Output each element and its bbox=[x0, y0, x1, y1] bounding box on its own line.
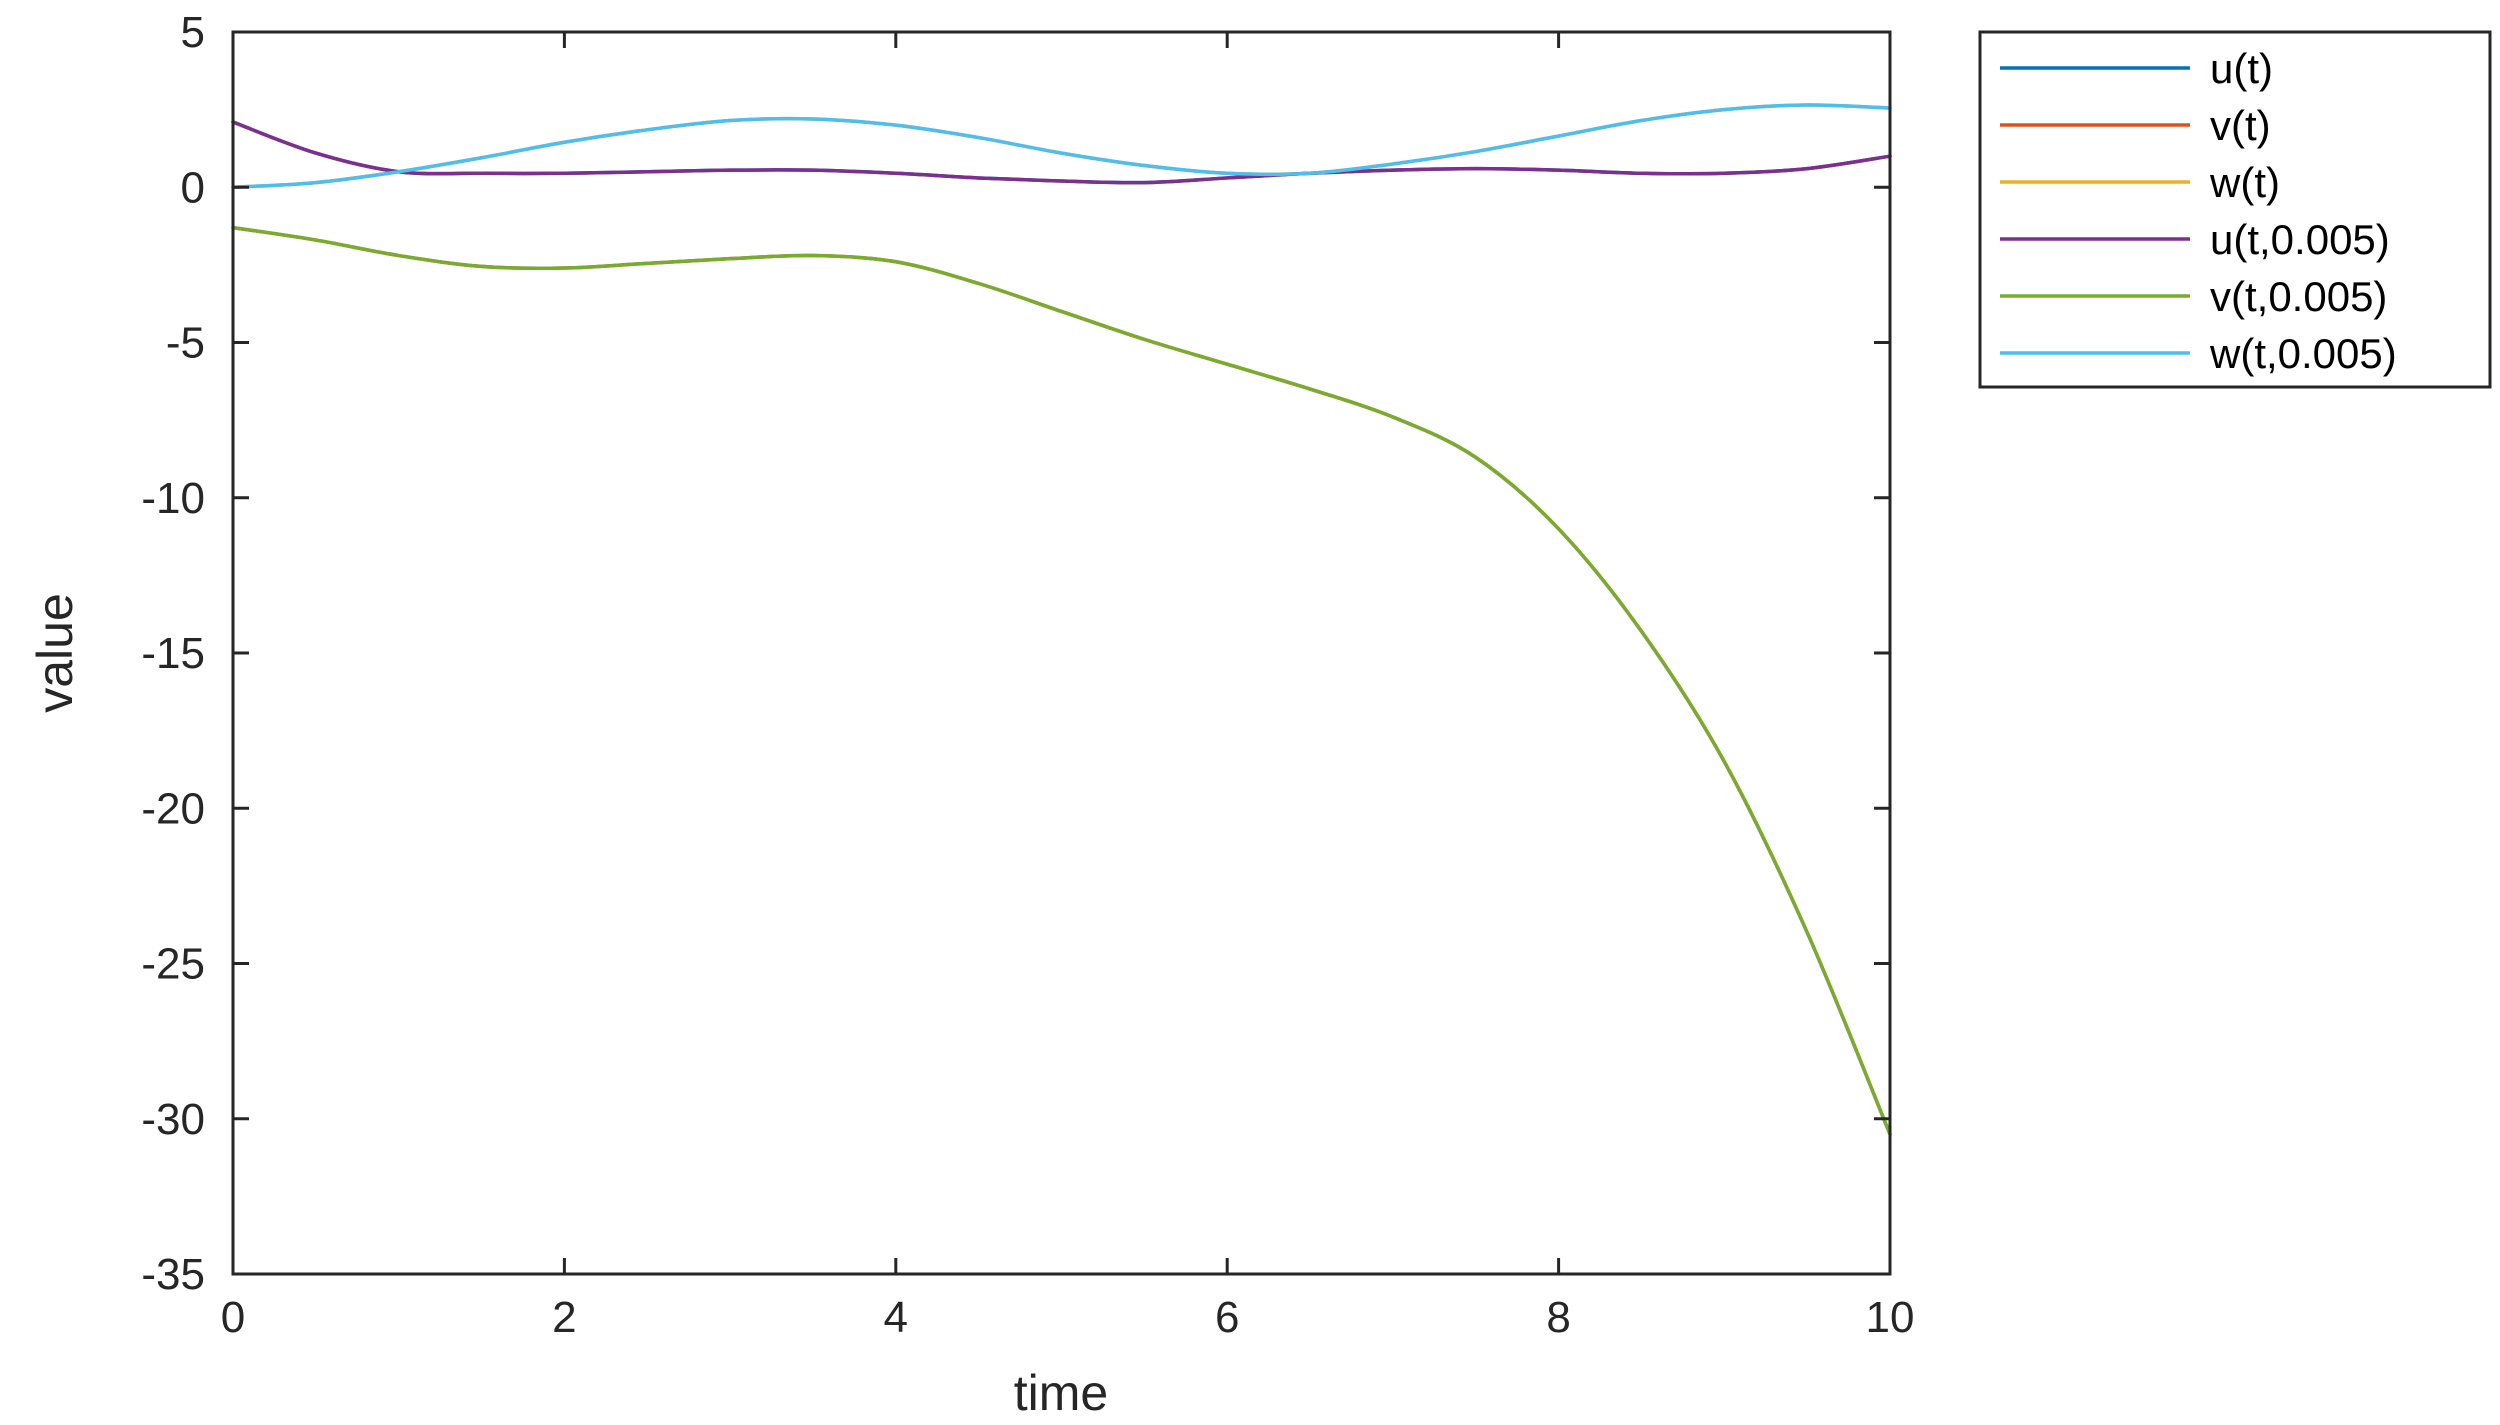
x-tick-label: 10 bbox=[1866, 1293, 1915, 1342]
legend-entry: v(t,0.005) bbox=[2000, 273, 2387, 320]
y-tick-label: -10 bbox=[141, 474, 205, 523]
legend-box bbox=[1978, 30, 2492, 389]
y-tick-label: -20 bbox=[141, 784, 205, 833]
legend-entry: w(t) bbox=[2000, 159, 2280, 206]
x-tick-label: 0 bbox=[221, 1293, 245, 1342]
y-axis-ticks: 5 0 -5 -10 -15 -20 -25 -30 -35 bbox=[141, 8, 1890, 1299]
x-tick-label: 2 bbox=[552, 1293, 576, 1342]
legend-label: v(t) bbox=[2210, 102, 2271, 149]
x-axis-label: time bbox=[1014, 1365, 1108, 1421]
series-line-6 bbox=[231, 103, 1892, 189]
legend-label: w(t,0.005) bbox=[2209, 330, 2397, 377]
legend-label: v(t,0.005) bbox=[2210, 273, 2387, 320]
x-tick-label: 6 bbox=[1215, 1293, 1239, 1342]
legend-entry: u(t,0.005) bbox=[2000, 216, 2390, 263]
legend-label: u(t,0.005) bbox=[2210, 216, 2390, 263]
legend-items: u(t) v(t) w(t) u(t,0.005) v(t,0.005) w(t,0.00… bbox=[2000, 45, 2397, 377]
plot-area bbox=[233, 32, 1890, 1274]
x-axis-ticks: 0 2 4 6 8 10 bbox=[221, 32, 1915, 1342]
y-tick-label: -25 bbox=[141, 940, 205, 989]
legend-label: w(t) bbox=[2209, 159, 2280, 206]
legend-entry: u(t) bbox=[2000, 45, 2273, 92]
series-layer bbox=[231, 103, 1892, 1137]
legend: u(t) v(t) w(t) u(t,0.005) v(t,0.005) w(t,0.00… bbox=[1978, 30, 2492, 389]
legend-entry: w(t,0.005) bbox=[2000, 330, 2397, 377]
y-tick-label: -35 bbox=[141, 1250, 205, 1299]
y-tick-label: 5 bbox=[181, 8, 205, 57]
series-line-4 bbox=[231, 120, 1892, 185]
legend-label: u(t) bbox=[2210, 45, 2273, 92]
y-tick-label: -15 bbox=[141, 629, 205, 678]
x-tick-label: 4 bbox=[884, 1293, 908, 1342]
x-tick-label: 8 bbox=[1546, 1293, 1570, 1342]
y-tick-label: -5 bbox=[166, 319, 205, 368]
y-axis-label: value bbox=[27, 593, 83, 713]
series-line-5 bbox=[231, 225, 1892, 1137]
y-tick-label: 0 bbox=[181, 163, 205, 212]
y-tick-label: -30 bbox=[141, 1095, 205, 1144]
legend-entry: v(t) bbox=[2000, 102, 2271, 149]
